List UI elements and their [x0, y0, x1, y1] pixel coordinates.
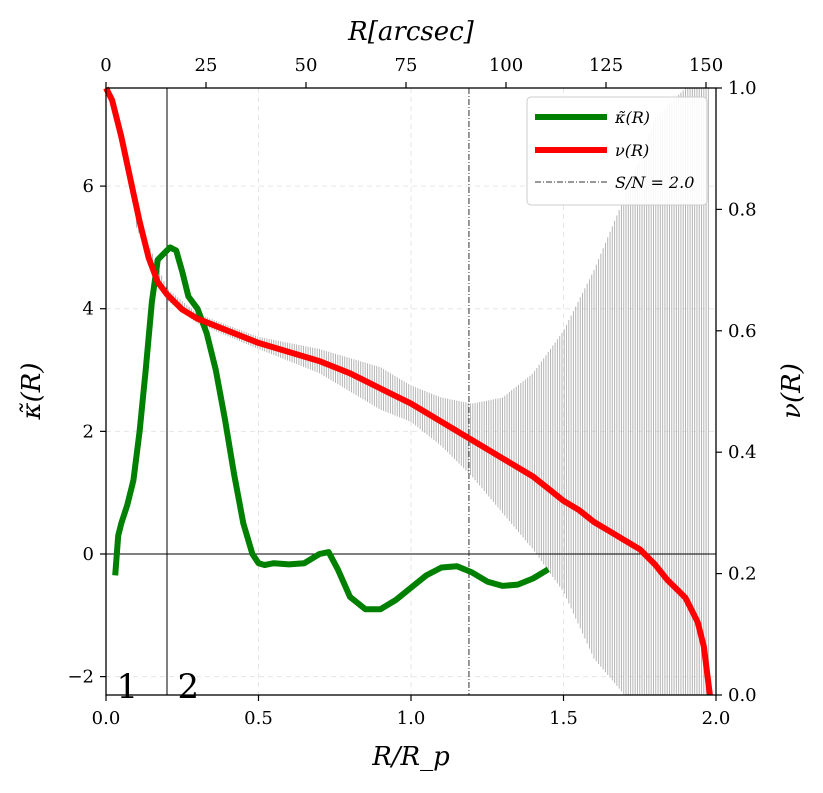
legend-label-kappa: κ̃(R)	[614, 108, 650, 127]
y-left-tick-label-4: 6	[83, 176, 94, 197]
legend-label-sn: S/N = 2.0	[615, 173, 694, 192]
y-axis-right-label: ν(R)	[777, 363, 807, 419]
x-tick-label-4: 2.0	[702, 708, 731, 729]
legend-box	[526, 96, 708, 206]
axis-ticks: 0.0 0.5 1.0 1.5 2.0 0 25 50 75 100 125 150 −2 0 2 4 6 0.0…	[67, 55, 756, 729]
x-top-tick-label-4: 100	[489, 55, 523, 76]
y-right-tick-label-3: 0.6	[728, 321, 757, 342]
y-left-tick-label-2: 2	[83, 421, 94, 442]
y-right-tick-label-0: 0.0	[728, 685, 757, 706]
series-line-nu	[103, 86, 713, 696]
legend: κ̃(R) ν(R) S/N = 2.0	[526, 96, 708, 206]
y-left-tick-label-1: 0	[83, 544, 94, 565]
series-lines	[103, 86, 713, 696]
reference-lines	[106, 88, 716, 695]
x-tick-label-1: 0.5	[244, 708, 273, 729]
y-left-tick-label-3: 4	[83, 299, 94, 320]
x-axis-label: R/R_p	[371, 742, 450, 772]
region-label-1: 1	[117, 667, 139, 707]
series-line-kappa	[112, 244, 550, 613]
region-label-2: 2	[178, 667, 200, 707]
x-top-tick-label-0: 0	[100, 55, 111, 76]
x-tick-label-2: 1.0	[397, 708, 426, 729]
y-right-tick-label-4: 0.8	[728, 199, 757, 220]
x-axis-top-label: R[arcsec]	[347, 17, 475, 47]
x-tick-label-3: 1.5	[549, 708, 578, 729]
x-top-tick-label-1: 25	[195, 55, 218, 76]
y-right-tick-label-2: 0.4	[728, 442, 757, 463]
x-top-tick-label-5: 125	[589, 55, 623, 76]
x-tick-label-0: 0.0	[92, 708, 121, 729]
y-left-tick-label-0: −2	[67, 667, 94, 688]
y-right-tick-label-5: 1.0	[728, 78, 757, 99]
y-right-tick-label-1: 0.2	[728, 564, 757, 585]
x-top-tick-label-3: 75	[395, 55, 418, 76]
x-top-tick-label-2: 50	[295, 55, 318, 76]
y-axis-left-label: κ̃(R)	[17, 363, 47, 421]
x-top-tick-label-6: 150	[689, 55, 723, 76]
legend-label-nu: ν(R)	[615, 141, 649, 160]
